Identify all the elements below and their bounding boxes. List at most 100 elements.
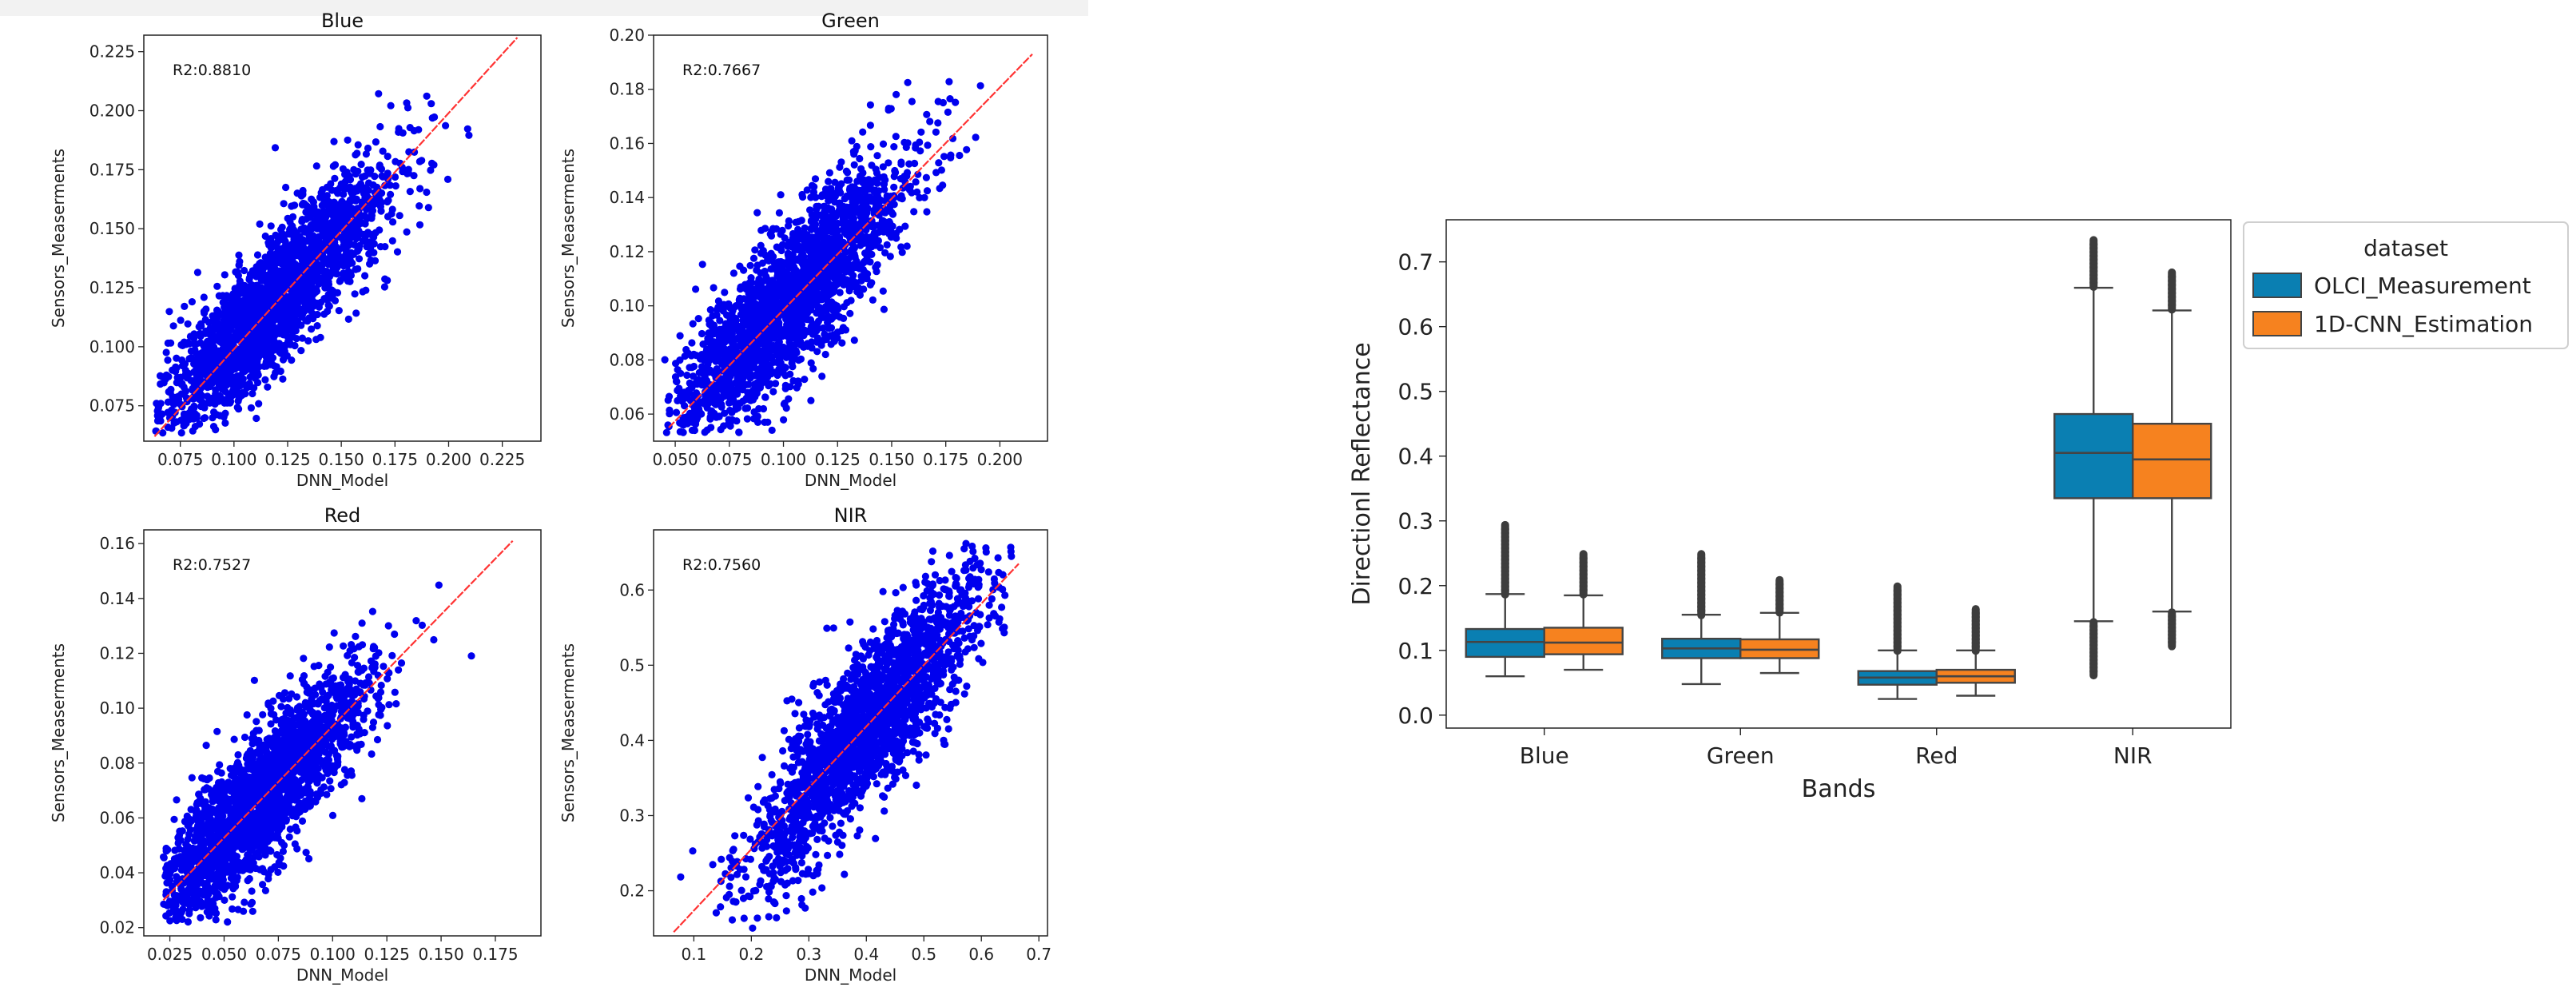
- data-point: [344, 241, 352, 250]
- data-point: [157, 417, 165, 425]
- data-point: [846, 309, 854, 317]
- data-point: [904, 139, 912, 147]
- data-point: [346, 277, 354, 285]
- data-point: [934, 98, 942, 105]
- data-point: [704, 334, 712, 342]
- data-point: [367, 197, 375, 205]
- data-point: [824, 297, 832, 305]
- data-point: [330, 198, 338, 206]
- data-point: [164, 356, 172, 364]
- data-point: [757, 365, 766, 373]
- data-point: [698, 261, 706, 269]
- data-point: [821, 285, 829, 293]
- data-point: [361, 220, 369, 228]
- data-point: [936, 185, 944, 193]
- data-point: [798, 273, 806, 281]
- data-point: [697, 409, 705, 418]
- data-point: [248, 281, 256, 289]
- data-point: [750, 408, 758, 416]
- data-point: [284, 276, 292, 284]
- data-point: [312, 162, 320, 170]
- data-point: [726, 417, 734, 425]
- data-point: [789, 229, 797, 238]
- data-point: [880, 181, 888, 189]
- data-point: [282, 183, 290, 192]
- data-point: [346, 269, 355, 277]
- data-point: [688, 426, 697, 435]
- data-point: [187, 376, 195, 384]
- data-point: [423, 92, 431, 100]
- data-point: [896, 194, 904, 202]
- data-point: [817, 245, 825, 253]
- data-point: [209, 423, 218, 431]
- data-point: [403, 228, 411, 236]
- data-point: [861, 221, 869, 229]
- data-point: [323, 192, 331, 200]
- data-point: [693, 380, 702, 388]
- data-point: [783, 352, 791, 360]
- data-point: [808, 284, 816, 292]
- data-point: [856, 154, 864, 163]
- data-point: [297, 347, 305, 355]
- data-point: [912, 178, 920, 186]
- data-point: [879, 163, 887, 171]
- data-point: [289, 270, 297, 278]
- y-tick-label: 0.14: [609, 188, 645, 207]
- data-point: [848, 183, 856, 191]
- data-point: [270, 295, 278, 303]
- data-point: [235, 394, 243, 403]
- data-point: [349, 250, 357, 258]
- data-point: [838, 265, 846, 273]
- data-point: [722, 376, 731, 384]
- data-point: [184, 320, 192, 328]
- data-point: [913, 188, 921, 196]
- data-point: [732, 348, 740, 356]
- data-point: [267, 266, 275, 274]
- data-point: [917, 128, 925, 136]
- data-point: [735, 296, 743, 304]
- data-point: [284, 333, 292, 341]
- data-point: [164, 398, 172, 406]
- data-point: [825, 332, 833, 340]
- data-point: [814, 317, 822, 325]
- data-point: [415, 157, 424, 165]
- data-point: [866, 180, 874, 188]
- data-point: [761, 393, 769, 401]
- data-point: [465, 131, 473, 139]
- data-point: [771, 262, 779, 271]
- data-point: [672, 408, 681, 416]
- data-point: [428, 114, 436, 122]
- data-point: [729, 269, 738, 277]
- data-point: [905, 160, 913, 168]
- data-point: [415, 202, 423, 210]
- data-point: [755, 338, 763, 346]
- data-point: [197, 332, 205, 340]
- data-point: [829, 225, 837, 233]
- data-point: [797, 320, 805, 328]
- data-point: [857, 233, 865, 241]
- data-point: [388, 237, 396, 245]
- data-point: [245, 274, 253, 282]
- data-point: [945, 78, 953, 86]
- data-point: [308, 289, 316, 297]
- data-point: [666, 410, 674, 418]
- y-tick-label: 0.075: [89, 396, 135, 416]
- data-point: [686, 364, 694, 372]
- data-point: [257, 298, 266, 306]
- data-point: [184, 339, 192, 347]
- data-point: [813, 279, 821, 287]
- data-point: [286, 340, 294, 348]
- y-axis-label: Sensors_Measerments: [559, 149, 578, 328]
- data-point: [739, 323, 747, 331]
- data-point: [248, 338, 256, 346]
- data-point: [318, 201, 326, 209]
- data-point: [443, 175, 452, 183]
- data-point: [903, 242, 911, 250]
- data-point: [749, 330, 757, 338]
- data-point: [193, 269, 201, 277]
- data-point: [788, 341, 796, 349]
- data-point: [857, 213, 865, 221]
- data-point: [825, 191, 833, 199]
- data-point: [890, 183, 898, 191]
- data-point: [334, 225, 342, 233]
